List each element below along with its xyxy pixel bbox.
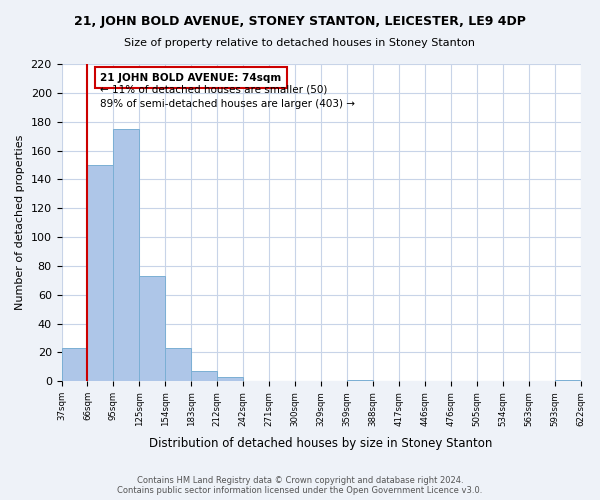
Y-axis label: Number of detached properties: Number of detached properties	[15, 135, 25, 310]
Bar	[191, 371, 217, 382]
Bar	[113, 129, 139, 382]
Text: 21, JOHN BOLD AVENUE, STONEY STANTON, LEICESTER, LE9 4DP: 21, JOHN BOLD AVENUE, STONEY STANTON, LE…	[74, 15, 526, 28]
Text: ← 11% of detached houses are smaller (50)
89% of semi-detached houses are larger: ← 11% of detached houses are smaller (50…	[100, 84, 355, 109]
Bar	[217, 377, 243, 382]
Bar	[88, 165, 113, 382]
Bar	[139, 276, 166, 382]
Text: Contains HM Land Registry data © Crown copyright and database right 2024.
Contai: Contains HM Land Registry data © Crown c…	[118, 476, 482, 495]
Bar	[347, 380, 373, 382]
X-axis label: Distribution of detached houses by size in Stoney Stanton: Distribution of detached houses by size …	[149, 437, 493, 450]
Text: 21 JOHN BOLD AVENUE: 74sqm: 21 JOHN BOLD AVENUE: 74sqm	[100, 72, 282, 83]
Text: Size of property relative to detached houses in Stoney Stanton: Size of property relative to detached ho…	[125, 38, 476, 48]
Bar	[554, 380, 580, 382]
Bar	[62, 348, 88, 382]
Bar	[166, 348, 191, 382]
